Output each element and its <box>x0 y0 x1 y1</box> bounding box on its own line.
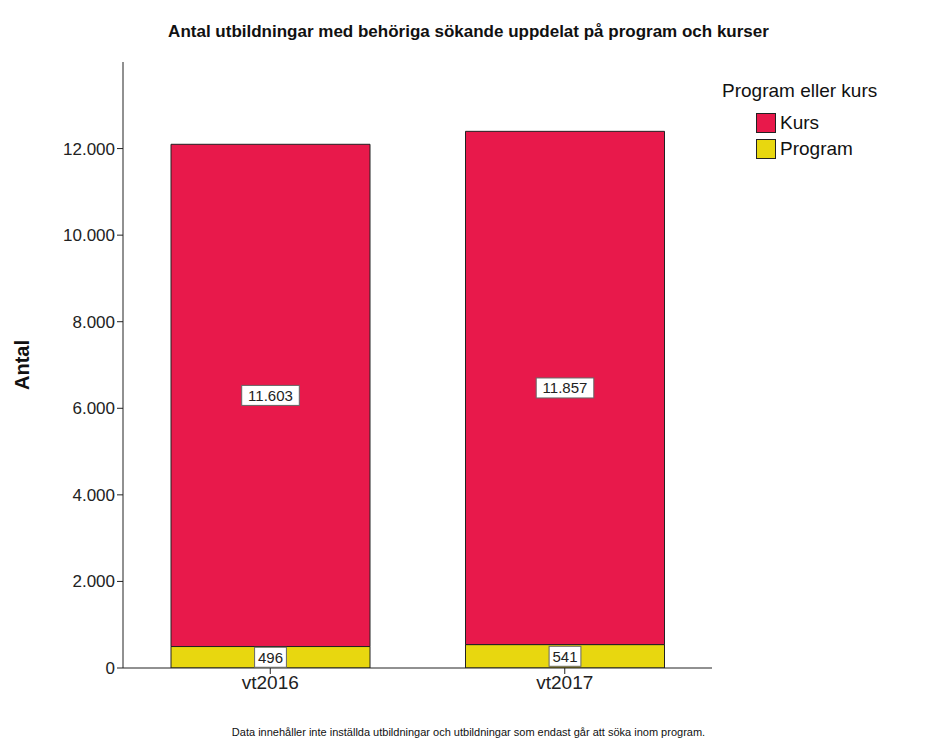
svg-text:Antal: Antal <box>11 340 33 390</box>
svg-text:11.857: 11.857 <box>543 379 588 396</box>
svg-text:496: 496 <box>258 649 283 666</box>
html-text:Program: Program <box>780 138 853 159</box>
svg-text:0: 0 <box>106 659 115 678</box>
svg-text:2.000: 2.000 <box>72 572 115 591</box>
svg-text:541: 541 <box>552 648 577 665</box>
svg-text:10.000: 10.000 <box>63 226 115 245</box>
html-text:Kurs: Kurs <box>780 112 820 133</box>
svg-text:vt2016: vt2016 <box>242 672 299 693</box>
svg-text:vt2017: vt2017 <box>536 672 593 693</box>
html-text:Program eller kurs: Program eller kurs <box>722 80 878 101</box>
svg-text:4.000: 4.000 <box>72 486 115 505</box>
html-text:Antal utbildningar med behörig: Antal utbildningar med behöriga sökande … <box>168 22 769 41</box>
svg-text:12.000: 12.000 <box>63 140 115 159</box>
svg-text:6.000: 6.000 <box>72 399 115 418</box>
svg-text:11.603: 11.603 <box>248 387 293 404</box>
svg-text:8.000: 8.000 <box>72 313 115 332</box>
html-text:Data innehåller inte inställda: Data innehåller inte inställda utbildnin… <box>231 726 706 738</box>
